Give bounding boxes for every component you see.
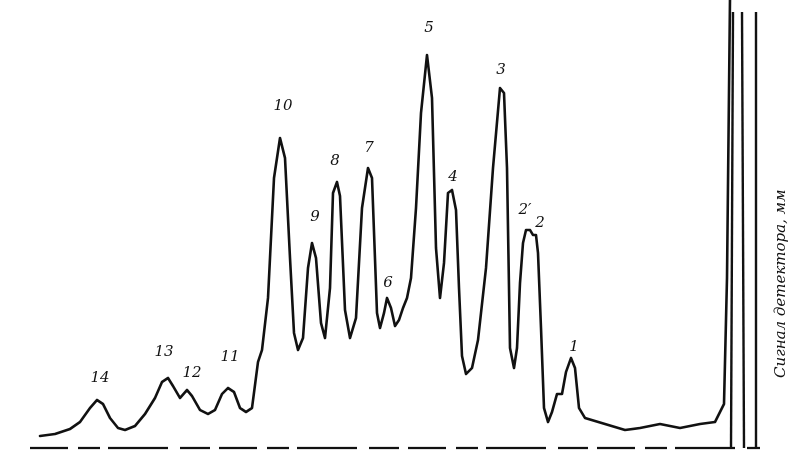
peak-label: 14 [90,368,109,386]
peak-label: 9 [310,207,320,225]
peak-label: 4 [447,167,458,185]
peak-labels: 14 13 12 11 10 9 8 7 6 5 4 3 2′2 1 [90,18,578,386]
peak-label: 11 [220,347,239,365]
peak-label: 1 [569,337,579,355]
peak-label: 2 [534,213,545,231]
peak-label: 8 [330,151,340,169]
peak-label: 13 [154,342,173,360]
solvent-front-left [729,11,735,449]
y-axis-label: Сигнал детектора, мм [771,189,789,378]
peak-label: 10 [273,96,293,114]
peak-label: 6 [383,273,393,291]
chromatogram-trace [38,0,732,438]
solvent-front-right [740,11,746,449]
peak-label: 2′ [518,200,533,218]
peak-label: 5 [424,18,434,36]
peak-label: 3 [496,60,506,78]
peak-label: 7 [364,138,374,156]
peak-label: 12 [182,363,201,381]
